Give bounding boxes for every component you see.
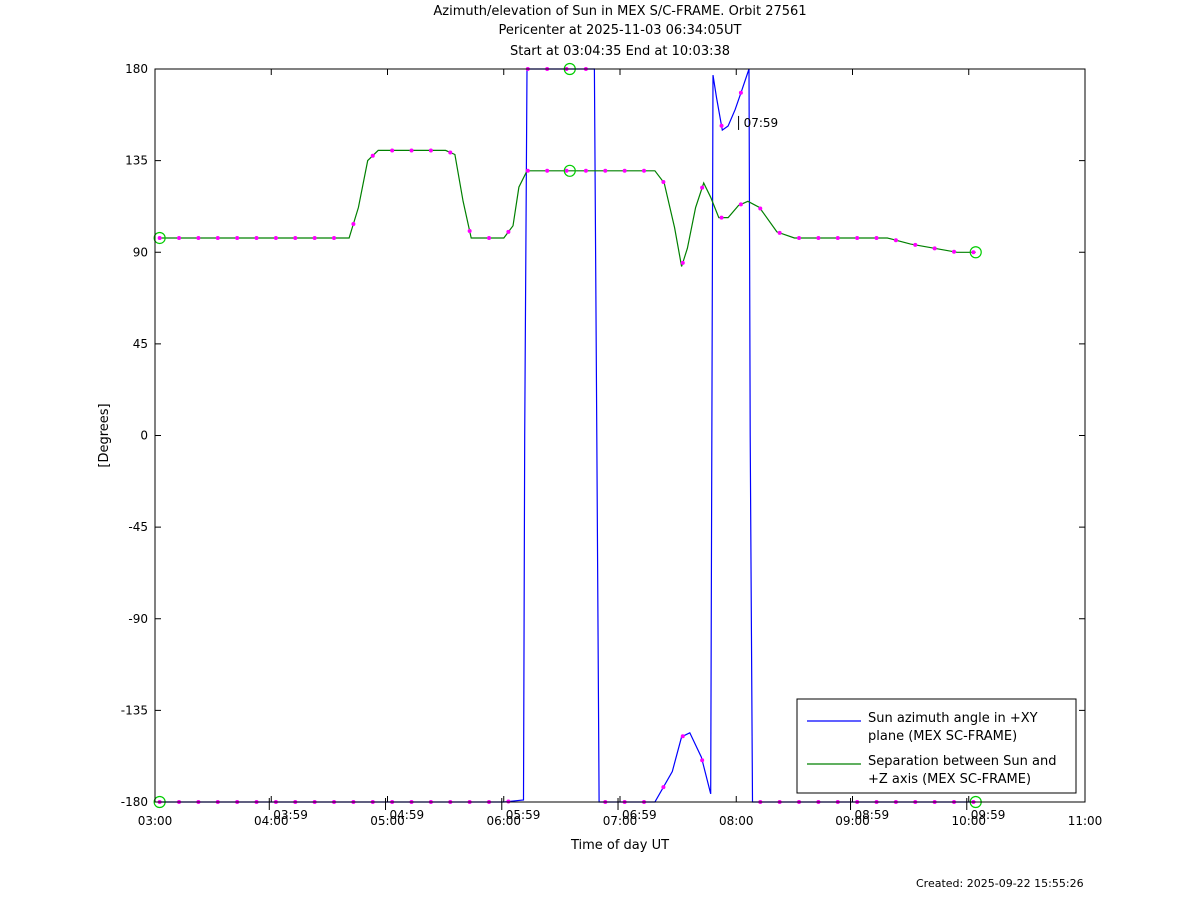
hour-marker-label: 06:59 xyxy=(622,808,657,822)
hour-marker-label: 08:59 xyxy=(855,808,890,822)
separation-marker xyxy=(952,249,957,254)
y-tick-label: 135 xyxy=(125,154,148,168)
azimuth-marker xyxy=(661,785,666,790)
created-timestamp: Created: 2025-09-22 15:55:26 xyxy=(916,877,1084,890)
separation-marker xyxy=(855,235,860,240)
y-tick-label: 180 xyxy=(125,62,148,76)
separation-marker xyxy=(390,148,395,153)
separation-marker xyxy=(661,180,666,185)
x-tick-label: 03:00 xyxy=(138,814,173,828)
separation-marker xyxy=(700,185,705,190)
separation-marker xyxy=(409,148,414,153)
hour-marker-label: 09:59 xyxy=(971,808,1006,822)
separation-marker xyxy=(370,153,375,158)
x-tick-label: 09:00 xyxy=(835,814,870,828)
separation-marker xyxy=(603,168,608,173)
annotation-label: 07:59 xyxy=(744,116,779,130)
separation-marker xyxy=(622,168,627,173)
hour-marker-label: 04:59 xyxy=(390,808,425,822)
separation-marker xyxy=(196,235,201,240)
end-marker xyxy=(969,246,982,259)
x-tick-label: 11:00 xyxy=(1068,814,1103,828)
legend-azimuth-label: plane (MEX SC-FRAME) xyxy=(868,729,1017,744)
azimuth-series-line xyxy=(159,68,976,803)
separation-marker xyxy=(874,235,879,240)
separation-marker xyxy=(177,235,182,240)
series-lines xyxy=(159,68,976,803)
separation-marker xyxy=(564,168,569,173)
separation-marker xyxy=(312,235,317,240)
separation-marker xyxy=(835,235,840,240)
separation-marker xyxy=(215,235,220,240)
separation-marker xyxy=(642,168,647,173)
separation-marker xyxy=(332,235,337,240)
legend-separation-label: +Z axis (MEX SC-FRAME) xyxy=(868,772,1031,787)
y-tick-label: -135 xyxy=(121,703,148,717)
y-tick-label: 0 xyxy=(140,429,148,443)
separation-marker xyxy=(583,168,588,173)
legend: Sun azimuth angle in +XY plane (MEX SC-FR… xyxy=(796,698,1077,794)
separation-marker xyxy=(758,206,763,211)
separation-marker xyxy=(971,250,976,255)
separation-marker xyxy=(351,221,356,226)
hour-marker-label: 03:59 xyxy=(273,808,308,822)
x-tick-label: 10:00 xyxy=(951,814,986,828)
pericenter-marker xyxy=(563,164,576,177)
separation-marker xyxy=(487,235,492,240)
azimuth-marker xyxy=(700,758,705,763)
separation-marker xyxy=(932,246,937,251)
x-tick-label: 08:00 xyxy=(719,814,754,828)
separation-marker xyxy=(525,168,530,173)
separation-marker xyxy=(816,235,821,240)
legend-azimuth-label: Sun azimuth angle in +XY xyxy=(868,711,1038,726)
data-markers xyxy=(153,62,982,809)
separation-marker xyxy=(254,235,259,240)
separation-marker xyxy=(506,229,511,234)
chart-subtitle-pericenter: Pericenter at 2025-11-03 06:34:05UT xyxy=(498,23,742,38)
azimuth-marker xyxy=(738,90,743,95)
legend-box xyxy=(796,698,1077,794)
separation-marker xyxy=(235,235,240,240)
legend-separation-label: Separation between Sun and xyxy=(868,754,1056,769)
azimuth-marker xyxy=(719,123,724,128)
x-tick-label: 05:00 xyxy=(370,814,405,828)
separation-marker xyxy=(545,168,550,173)
separation-marker xyxy=(680,260,685,265)
x-tick-label: 07:00 xyxy=(603,814,638,828)
y-tick-label: -90 xyxy=(128,612,148,626)
hour-marker-label: 05:59 xyxy=(506,808,541,822)
y-axis-label: [Degrees] xyxy=(97,403,112,467)
separation-marker xyxy=(448,150,453,155)
separation-marker xyxy=(428,148,433,153)
separation-marker xyxy=(777,230,782,235)
y-tick-label: -180 xyxy=(121,795,148,809)
y-tick-label: -45 xyxy=(128,520,148,534)
separation-marker xyxy=(797,235,802,240)
separation-marker xyxy=(273,235,278,240)
separation-marker xyxy=(738,202,743,207)
separation-marker xyxy=(719,215,724,220)
separation-marker xyxy=(893,238,898,243)
axis-ticks xyxy=(154,68,1086,803)
separation-marker xyxy=(157,235,162,240)
x-tick-label: 04:00 xyxy=(254,814,289,828)
separation-series-line xyxy=(159,149,976,267)
separation-marker xyxy=(913,242,918,247)
x-tick-label: 06:00 xyxy=(486,814,521,828)
axis-labels: 03:00 04:00 05:00 06:00 07:00 08:00 09:00 10:00… xyxy=(97,62,1102,853)
y-tick-label: 90 xyxy=(133,245,148,259)
chart-subtitle-start-end: Start at 03:04:35 End at 10:03:38 xyxy=(509,44,731,59)
separation-marker xyxy=(467,229,472,234)
y-tick-label: 45 xyxy=(133,337,148,351)
separation-marker xyxy=(293,235,298,240)
chart-title: Azimuth/elevation of Sun in MEX S/C-FRAM… xyxy=(433,4,807,19)
azimuth-marker xyxy=(680,734,685,739)
x-axis-label: Time of day UT xyxy=(570,838,669,853)
start-marker xyxy=(153,231,166,245)
plot-frame xyxy=(154,68,1086,803)
